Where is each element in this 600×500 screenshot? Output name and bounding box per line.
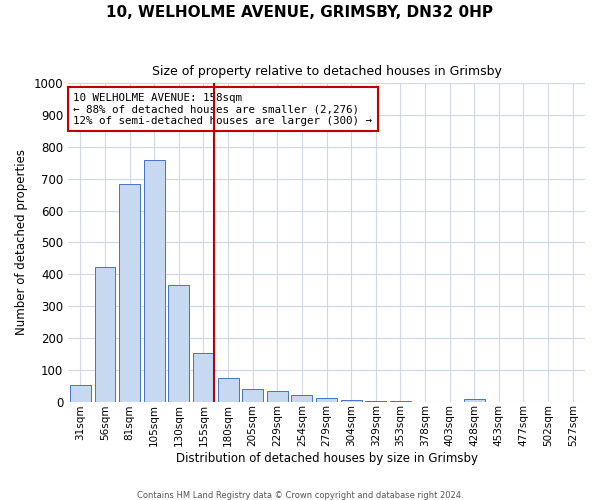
Title: Size of property relative to detached houses in Grimsby: Size of property relative to detached ho… [152, 65, 502, 78]
Bar [242, 389, 263, 402]
Text: 10, WELHOLME AVENUE, GRIMSBY, DN32 0HP: 10, WELHOLME AVENUE, GRIMSBY, DN32 0HP [107, 5, 493, 20]
Bar [365, 400, 386, 402]
Bar [70, 385, 91, 402]
Bar [119, 184, 140, 402]
Bar [193, 353, 214, 402]
Y-axis label: Number of detached properties: Number of detached properties [15, 150, 28, 336]
Bar [218, 378, 239, 402]
Bar [267, 391, 288, 402]
Bar [95, 268, 115, 402]
Bar [169, 286, 189, 402]
Bar [316, 398, 337, 402]
Text: 10 WELHOLME AVENUE: 158sqm
← 88% of detached houses are smaller (2,276)
12% of s: 10 WELHOLME AVENUE: 158sqm ← 88% of deta… [73, 93, 372, 126]
Text: Contains HM Land Registry data © Crown copyright and database right 2024.: Contains HM Land Registry data © Crown c… [137, 490, 463, 500]
Bar [292, 395, 313, 402]
X-axis label: Distribution of detached houses by size in Grimsby: Distribution of detached houses by size … [176, 452, 478, 465]
Bar [144, 160, 164, 402]
Bar [341, 400, 362, 402]
Bar [390, 401, 411, 402]
Bar [464, 399, 485, 402]
